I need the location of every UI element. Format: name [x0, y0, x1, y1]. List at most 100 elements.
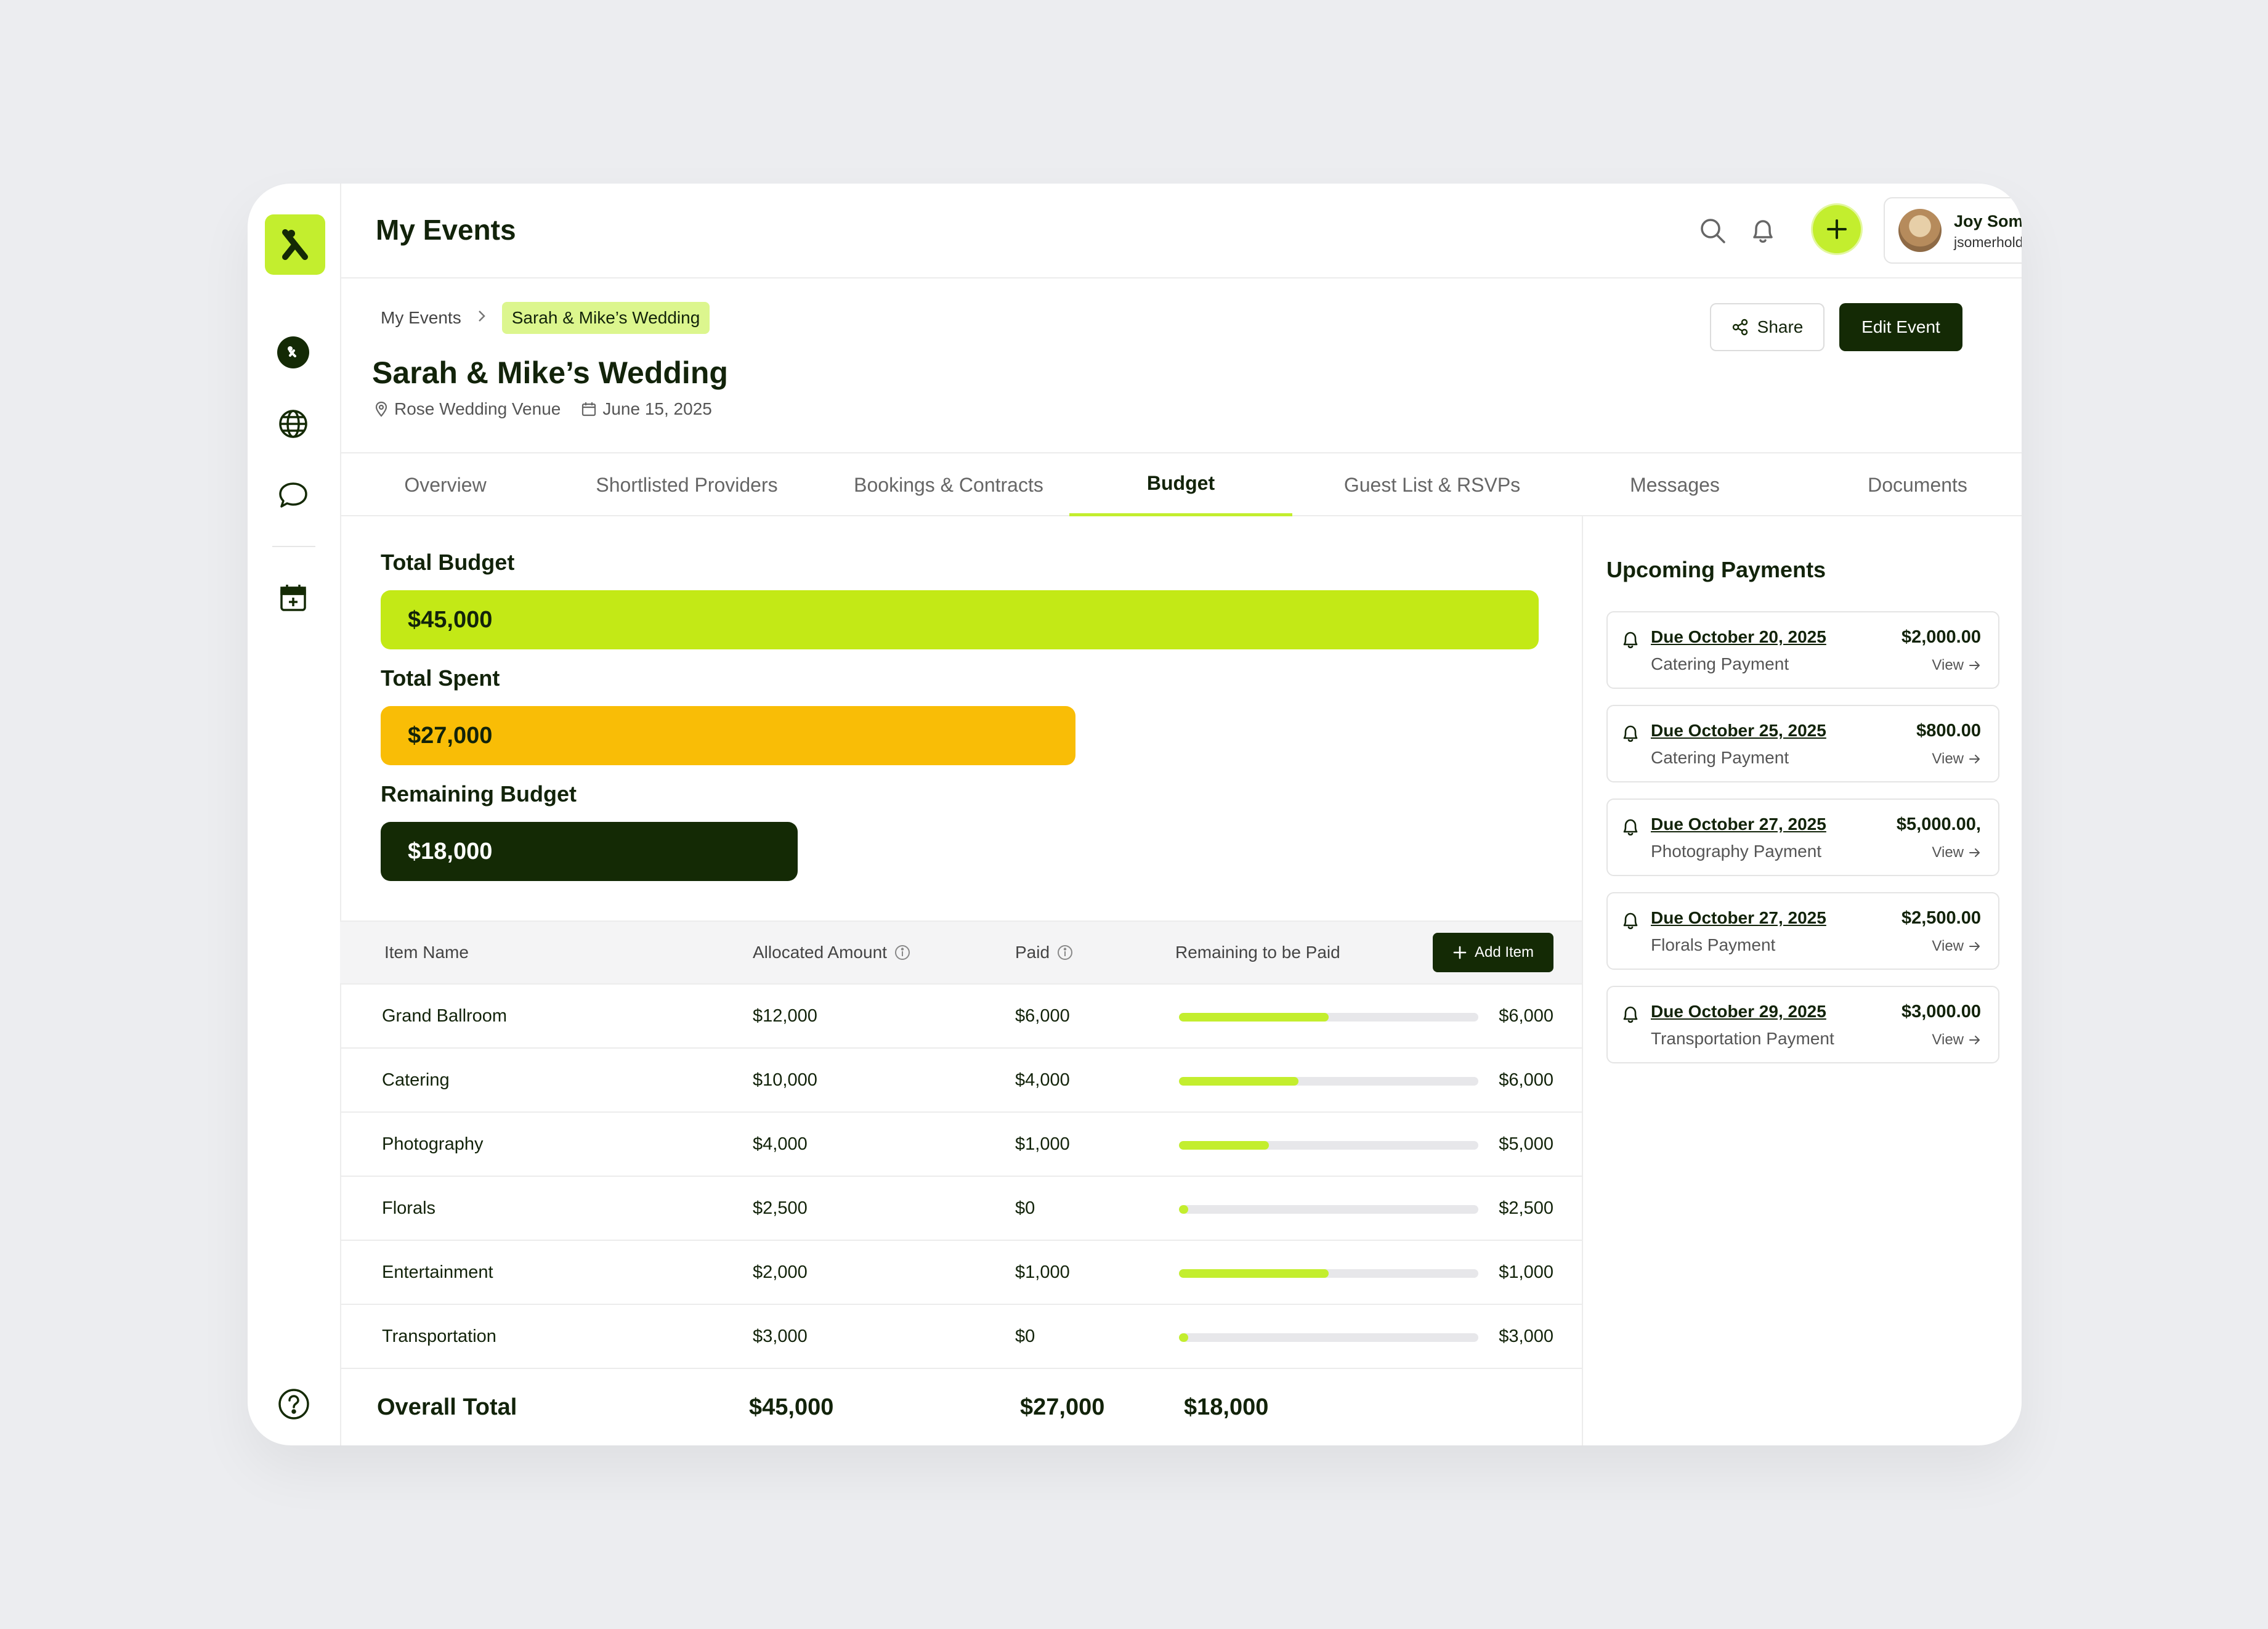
- remaining-budget-bar: $18,000: [381, 822, 798, 881]
- user-menu[interactable]: Joy Somerholder jsomerholder@gmai.com: [1884, 197, 2022, 264]
- row-remaining: $2,500: [1499, 1198, 1553, 1218]
- payment-progress-bar: [1179, 1269, 1478, 1278]
- row-item-name: Photography: [382, 1134, 484, 1154]
- overall-total-allocated: $45,000: [749, 1394, 834, 1420]
- table-row[interactable]: Photography $4,000 $1,000 $5,000: [340, 1113, 1582, 1177]
- total-budget-bar: $45,000: [381, 590, 1539, 649]
- table-row[interactable]: Grand Ballroom $12,000 $6,000 $6,000: [340, 985, 1582, 1049]
- payment-due-date[interactable]: Due October 27, 2025: [1651, 814, 1826, 834]
- globe-icon[interactable]: [276, 407, 310, 441]
- tab-guest-list[interactable]: Guest List & RSVPs: [1343, 473, 1521, 496]
- avatar: [1898, 209, 1942, 252]
- payment-progress-fill: [1179, 1333, 1188, 1342]
- top-header: My Events Joy Somerholder jsomerholder@g…: [340, 184, 2022, 278]
- edit-event-button[interactable]: Edit Event: [1839, 303, 1962, 351]
- overall-total-row: Overall Total $45,000 $27,000 $18,000: [340, 1369, 1582, 1445]
- arrow-right-icon: [1969, 848, 1980, 857]
- payment-label: Catering Payment: [1651, 654, 1789, 673]
- view-payment-link[interactable]: View: [1932, 657, 1981, 674]
- bell-icon: [1621, 1004, 1640, 1027]
- payment-progress-bar: [1179, 1205, 1478, 1214]
- arrow-right-icon: [1969, 661, 1980, 670]
- brand-logo-icon[interactable]: [265, 214, 325, 275]
- location-pin-icon: [375, 401, 387, 417]
- payment-label: Catering Payment: [1651, 748, 1789, 767]
- row-paid: $0: [1015, 1326, 1035, 1346]
- tab-budget[interactable]: Budget: [1069, 453, 1292, 516]
- tab-messages[interactable]: Messages: [1630, 473, 1720, 496]
- sidebar: [248, 184, 341, 1445]
- row-item-name: Catering: [382, 1070, 450, 1090]
- add-item-button[interactable]: Add Item: [1433, 933, 1553, 972]
- row-paid: $6,000: [1015, 1005, 1070, 1026]
- payment-amount: $5,000.00,: [1896, 814, 1981, 834]
- table-row[interactable]: Catering $10,000 $4,000 $6,000: [340, 1049, 1582, 1113]
- row-paid: $4,000: [1015, 1070, 1070, 1090]
- view-payment-link[interactable]: View: [1932, 938, 1981, 955]
- payment-progress-bar: [1179, 1077, 1478, 1086]
- payment-card[interactable]: Due October 20, 2025 Catering Payment $2,0…: [1606, 611, 1999, 689]
- table-row[interactable]: Transportation $3,000 $0 $3,000: [340, 1305, 1582, 1369]
- payment-amount: $3,000.00: [1901, 1002, 1981, 1022]
- info-icon: [1058, 945, 1073, 960]
- view-payment-link[interactable]: View: [1932, 1031, 1981, 1049]
- row-allocated: $4,000: [753, 1134, 808, 1154]
- bell-icon: [1621, 911, 1640, 933]
- table-row[interactable]: Florals $2,500 $0 $2,500: [340, 1177, 1582, 1241]
- col-item-name: Item Name: [384, 943, 469, 962]
- row-allocated: $3,000: [753, 1326, 808, 1346]
- row-paid: $0: [1015, 1198, 1035, 1218]
- total-spent-bar: $27,000: [381, 706, 1075, 765]
- payment-label: Photography Payment: [1651, 842, 1822, 861]
- payment-progress-bar: [1179, 1333, 1478, 1342]
- bell-icon: [1621, 723, 1640, 746]
- plus-icon: [1453, 946, 1467, 959]
- bell-icon[interactable]: [1746, 213, 1780, 248]
- add-event-button[interactable]: [1811, 203, 1863, 255]
- row-remaining: $6,000: [1499, 1005, 1553, 1026]
- row-item-name: Transportation: [382, 1326, 496, 1346]
- payment-due-date[interactable]: Due October 25, 2025: [1651, 721, 1826, 740]
- payment-card[interactable]: Due October 25, 2025 Catering Payment $800…: [1606, 705, 1999, 782]
- payment-progress-fill: [1179, 1013, 1329, 1022]
- payment-card[interactable]: Due October 29, 2025 Transportation Payme…: [1606, 986, 1999, 1063]
- row-item-name: Florals: [382, 1198, 436, 1218]
- payment-due-date[interactable]: Due October 27, 2025: [1651, 908, 1826, 927]
- event-date: June 15, 2025: [581, 399, 712, 419]
- calendar-add-icon[interactable]: [276, 580, 310, 615]
- view-payment-link[interactable]: View: [1932, 750, 1981, 768]
- chat-icon[interactable]: [276, 478, 310, 513]
- tab-documents[interactable]: Documents: [1868, 473, 1967, 496]
- table-row[interactable]: Entertainment $2,000 $1,000 $1,000: [340, 1241, 1582, 1305]
- row-allocated: $10,000: [753, 1070, 817, 1090]
- events-icon[interactable]: [276, 335, 310, 370]
- payment-card[interactable]: Due October 27, 2025 Photography Payment $…: [1606, 798, 1999, 876]
- payment-progress-bar: [1179, 1013, 1478, 1022]
- overall-total-paid: $27,000: [1020, 1394, 1105, 1420]
- page-title: My Events: [376, 214, 516, 246]
- share-button[interactable]: Share: [1710, 303, 1825, 351]
- tab-bookings-contracts[interactable]: Bookings & Contracts: [854, 473, 1043, 496]
- payment-amount: $800.00: [1916, 721, 1981, 741]
- col-paid: Paid: [1015, 922, 1073, 983]
- view-payment-link[interactable]: View: [1932, 844, 1981, 861]
- payment-label: Transportation Payment: [1651, 1029, 1834, 1048]
- help-icon[interactable]: [277, 1387, 310, 1424]
- row-remaining: $1,000: [1499, 1262, 1553, 1282]
- payment-due-date[interactable]: Due October 29, 2025: [1651, 1002, 1826, 1021]
- row-remaining: $6,000: [1499, 1070, 1553, 1090]
- payment-card[interactable]: Due October 27, 2025 Florals Payment $2,50…: [1606, 892, 1999, 970]
- event-meta: Rose Wedding Venue June 15, 2025: [375, 399, 733, 419]
- row-remaining: $3,000: [1499, 1326, 1553, 1346]
- tab-bar: Overview Shortlisted Providers Bookings …: [340, 452, 2022, 516]
- app-window: My Events Joy Somerholder jsomerholder@g…: [248, 184, 2022, 1445]
- row-allocated: $2,000: [753, 1262, 808, 1282]
- tab-overview[interactable]: Overview: [404, 473, 487, 496]
- breadcrumb-root[interactable]: My Events: [381, 308, 461, 327]
- arrow-right-icon: [1969, 942, 1980, 951]
- tab-shortlisted-providers[interactable]: Shortlisted Providers: [596, 473, 778, 496]
- bell-icon: [1621, 630, 1640, 652]
- payment-due-date[interactable]: Due October 20, 2025: [1651, 627, 1826, 646]
- search-icon[interactable]: [1695, 213, 1730, 248]
- upcoming-payments-title: Upcoming Payments: [1606, 557, 1826, 582]
